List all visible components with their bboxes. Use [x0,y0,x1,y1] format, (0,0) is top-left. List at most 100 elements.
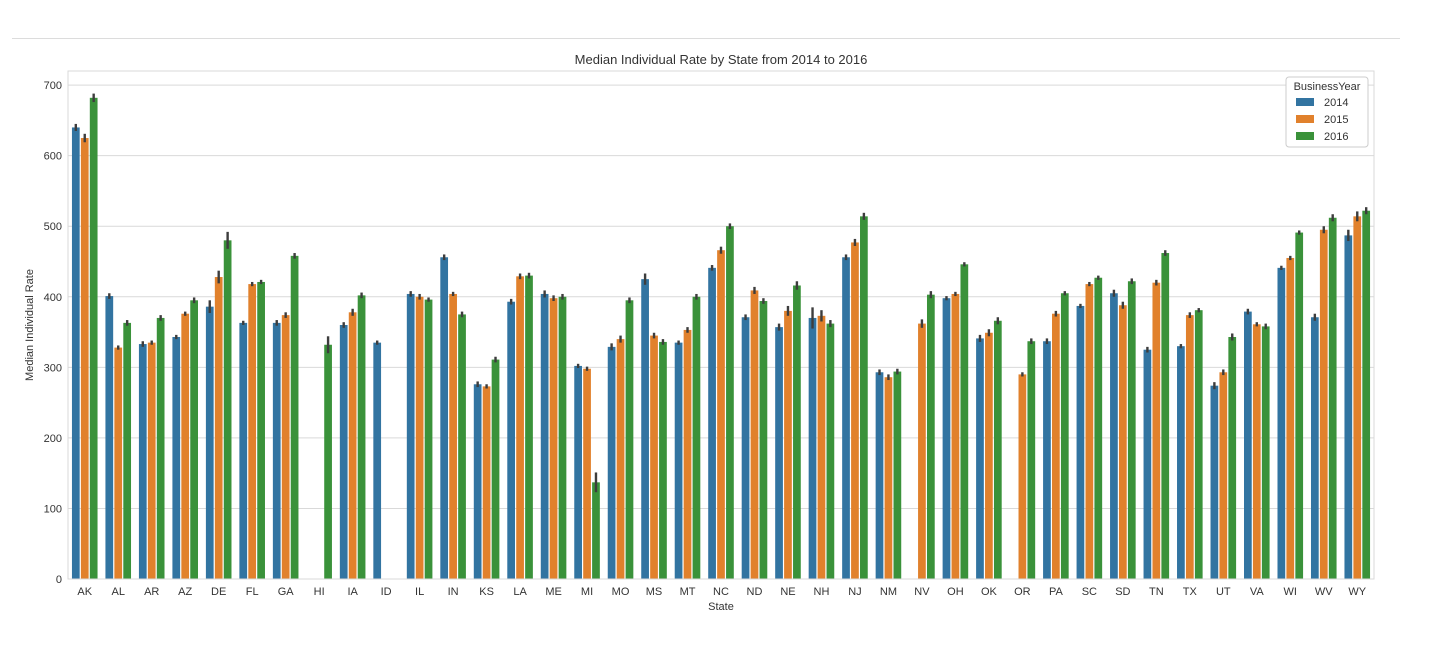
x-tick-label: IL [415,586,424,598]
x-tick-label: NH [814,586,830,598]
bar-2015-SC [1085,284,1094,579]
bar-2015-OH [951,293,960,579]
bar-2016-IL [424,299,433,579]
x-tick-label: NJ [848,586,861,598]
x-tick-label: MI [581,586,593,598]
bar-2014-IL [406,293,415,579]
x-tick-label: ME [545,586,562,598]
bar-2015-NC [717,250,725,579]
legend-label-2014: 2014 [1324,97,1348,109]
bar-2014-PA [1043,341,1051,579]
x-tick-labels: AK AL AR AZ DE FL GA HI IA ID IL IN KS LA ME MI MO MS MT NC… [77,586,1366,598]
bar-2016-AR [156,317,165,579]
bar-2014-NH [808,317,817,579]
bar-2014-GA [272,322,281,579]
y-tick-label: 0 [56,574,62,586]
bar-2015-GA [281,315,290,579]
x-tick-label: NC [713,586,729,598]
bar-2016-AZ [190,300,198,579]
bar-2016-VA [1261,326,1270,579]
bar-2016-NV [926,294,935,579]
bar-2015-VA [1252,324,1261,579]
x-tick-label: OK [981,586,998,598]
bar-2014-OK [976,338,984,579]
x-tick-label: IN [448,586,459,598]
x-tick-label: LA [513,586,527,598]
bar-2015-TX [1185,315,1194,579]
x-tick-label: HI [314,586,325,598]
bar-2016-WV [1328,217,1337,579]
bar-2015-NM [884,377,893,579]
bar-2016-AK [89,97,98,580]
bar-2015-WY [1353,216,1362,579]
y-tick-label: 700 [44,80,62,92]
bar-2014-MT [674,342,683,579]
bar-2014-SC [1076,305,1085,579]
bar-2016-ME [558,296,567,579]
x-tick-label: NV [914,586,930,598]
y-tick-label: 400 [44,292,62,304]
bar-2014-ND [741,317,750,579]
x-tick-label: DE [211,586,226,598]
bar-2015-FL [248,284,257,579]
bar-2016-LA [525,275,533,579]
bar-2016-SD [1127,281,1136,579]
bars [71,97,1371,580]
x-tick-label: UT [1216,586,1231,598]
x-tick-label: MT [680,586,696,598]
top-divider [12,38,1400,39]
bar-2015-NV [918,323,926,579]
bar-2015-NJ [851,242,859,579]
bar-2016-FL [257,281,265,579]
bar-2016-OK [993,320,1002,579]
bar-2016-NJ [860,216,868,579]
x-axis-label: State [708,601,734,613]
x-tick-label: MO [612,586,630,598]
bar-2015-MO [616,339,625,579]
bar-2014-TN [1143,349,1152,579]
legend-box [1285,76,1369,148]
bar-2016-MT [692,296,701,579]
legend-swatch-2016 [1296,132,1314,140]
x-tick-label: IA [347,586,358,598]
x-tick-label: PA [1049,586,1064,598]
bar-2016-WI [1295,232,1304,580]
bar-2016-GA [290,255,299,579]
bar-2016-SC [1094,277,1103,579]
bar-2014-IA [339,325,348,579]
bar-2015-MI [583,368,591,579]
legend-swatch-2015 [1296,115,1314,123]
bar-2015-IL [415,296,424,579]
x-tick-label: OH [947,586,964,598]
bar-2014-OH [942,298,951,579]
x-tick-label: WI [1284,586,1297,598]
bar-2016-WY [1362,210,1371,579]
bar-2016-AL [123,322,132,579]
x-tick-label: ID [381,586,392,598]
bar-2015-ND [750,290,759,579]
x-tick-label: NE [780,586,795,598]
bar-2015-AZ [181,313,190,579]
bar-2016-KS [491,359,500,579]
bar-2014-DE [205,306,214,579]
bar-2014-WI [1277,267,1286,579]
bar-2014-WY [1344,235,1353,579]
x-tick-label: AZ [178,586,192,598]
x-tick-label: AL [111,586,124,598]
bar-2015-MS [650,335,658,579]
plot-frame [67,70,1375,580]
bar-2016-IN [458,314,466,579]
y-tick-labels: 0 100 200 300 400 500 600 700 [44,80,62,586]
bar-2015-LA [516,276,524,579]
bar-2014-FL [239,322,248,579]
y-tick-label: 600 [44,151,62,163]
x-tick-label: ND [747,586,763,598]
bar-2014-AR [138,344,147,579]
bar-2015-WI [1286,257,1295,579]
bar-2015-OK [985,332,993,579]
bar-2014-AK [71,127,80,579]
bar-2014-AZ [172,336,181,579]
bar-2015-NE [784,310,792,579]
x-tick-label: OR [1014,586,1031,598]
